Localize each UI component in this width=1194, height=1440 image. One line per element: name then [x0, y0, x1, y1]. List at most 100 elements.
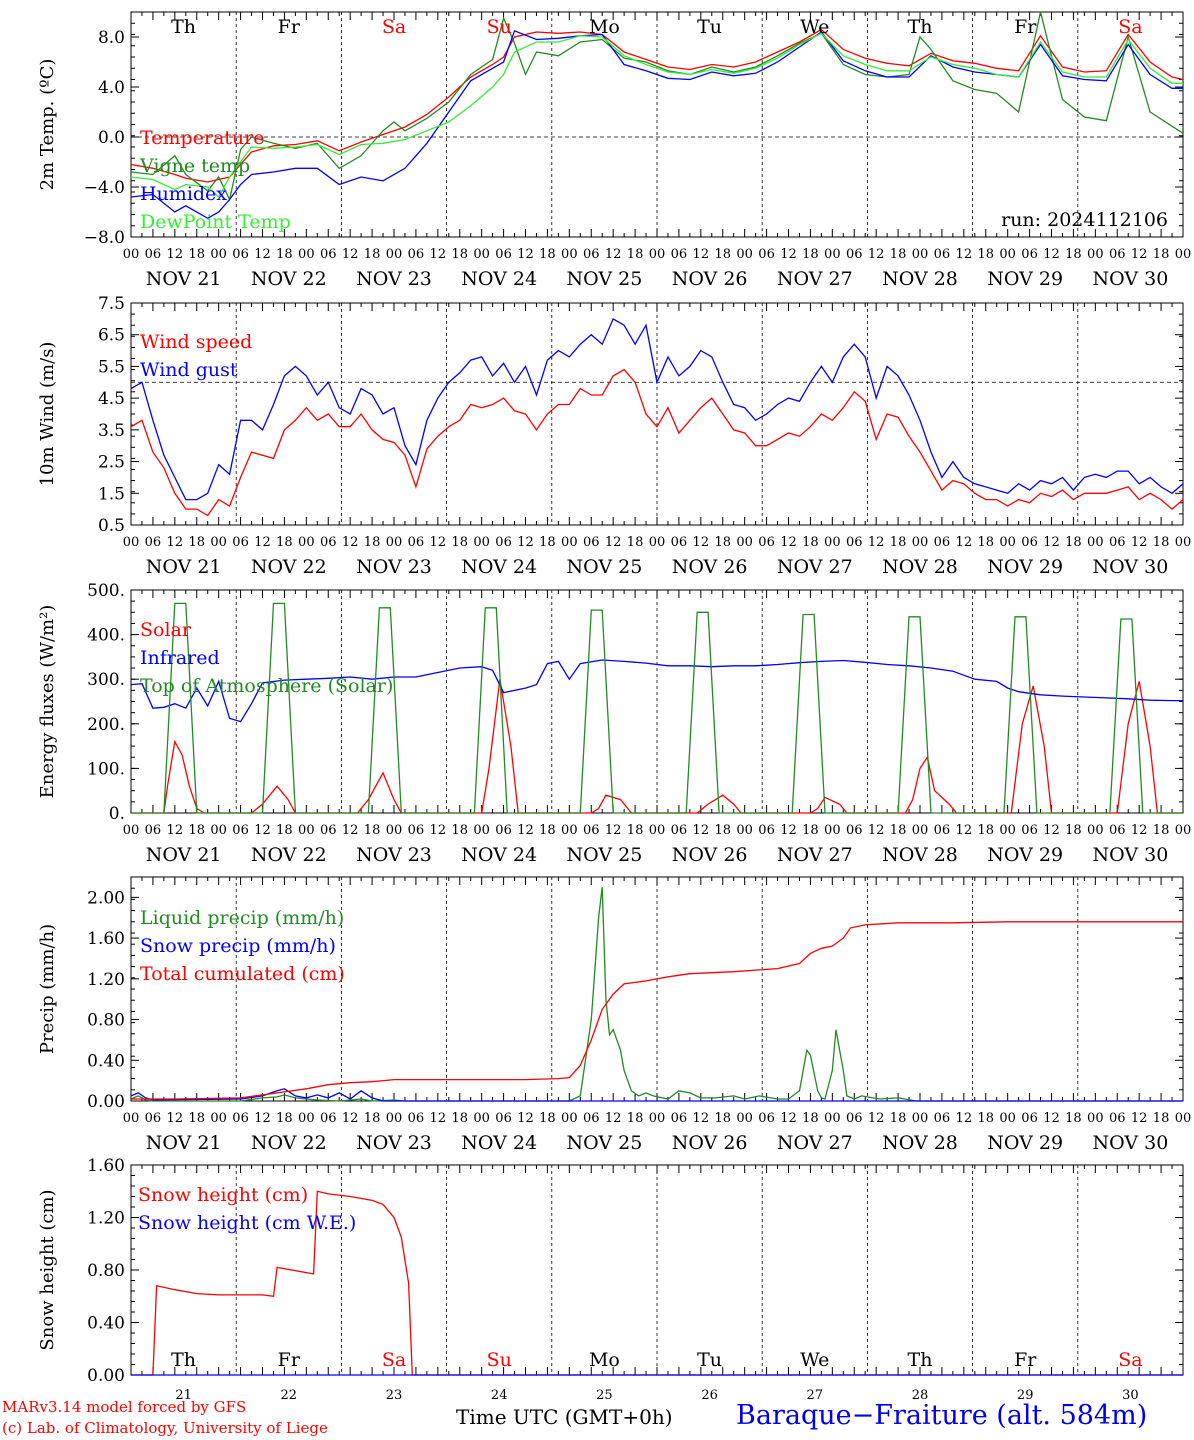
panel2-hour-label: 12 [693, 535, 710, 550]
panel3-hour-label: 12 [693, 823, 710, 838]
panel4-hour-label: 12 [254, 1111, 271, 1126]
panel1-hour-label: 00 [298, 247, 315, 262]
panel4-hour-label: 12 [1131, 1111, 1148, 1126]
panel1-hour-label: 12 [956, 247, 973, 262]
day-of-week-label: We [800, 16, 829, 38]
day-of-week-label: Sa [1118, 16, 1142, 38]
panel1-legend-entry: Humidex [140, 183, 227, 205]
panel2-hour-label: 06 [934, 535, 951, 550]
panel4-date-label: NOV 28 [882, 1132, 958, 1154]
panel3-date-label: NOV 27 [777, 844, 853, 866]
day-number-label: 25 [596, 1388, 613, 1403]
panel3-hour-label: 06 [1021, 823, 1038, 838]
panel3-hour-label: 18 [1065, 823, 1082, 838]
panel1-date-label: NOV 25 [566, 268, 642, 290]
panel3-hour-label: 12 [517, 823, 534, 838]
day-number-label: 28 [912, 1388, 929, 1403]
panel3-y-tick-label: 100. [87, 759, 125, 779]
panel1-hour-label: 18 [188, 247, 205, 262]
panel2-date-label: NOV 30 [1092, 556, 1168, 578]
panel2-date-label: NOV 24 [461, 556, 537, 578]
panel4-date-label: NOV 21 [146, 1132, 222, 1154]
panel2-series-wind-speed [130, 368, 1184, 517]
panel1-date-label: NOV 22 [251, 268, 327, 290]
panel1-hour-label: 12 [1043, 247, 1060, 262]
panel3-hour-label: 18 [1153, 823, 1170, 838]
panel1-y-tick-label: 4.0 [98, 78, 125, 98]
panel4-hour-label: 06 [1109, 1111, 1126, 1126]
day-of-week-label: Th [171, 16, 196, 38]
panel2-hour-label: 00 [1175, 535, 1192, 550]
panel1-date-label: NOV 24 [461, 268, 537, 290]
panel2-hour-label: 12 [517, 535, 534, 550]
panel2-hour-label: 06 [232, 535, 249, 550]
panel2-hour-label: 00 [561, 535, 578, 550]
panel4-hour-label: 18 [627, 1111, 644, 1126]
panel5-y-tick-label: 0.00 [87, 1366, 125, 1386]
panel3-hour-label: 12 [254, 823, 271, 838]
panel4-hour-label: 00 [912, 1111, 929, 1126]
panel2-series-wind-gust [130, 317, 1184, 501]
panel1-date-label: NOV 21 [146, 268, 222, 290]
panel1-frame [130, 11, 1184, 238]
panel4-hour-label: 18 [802, 1111, 819, 1126]
day-of-week-label: Fr [278, 16, 301, 38]
panel2-hour-label: 06 [846, 535, 863, 550]
panel3-y-tick-label: 400. [87, 626, 125, 646]
panel4-hour-label: 18 [977, 1111, 994, 1126]
day-of-week-label: Tu [697, 16, 722, 38]
day-of-week-label: Mo [589, 16, 620, 38]
panel3-hour-label: 00 [298, 823, 315, 838]
panel4-hour-label: 18 [1153, 1111, 1170, 1126]
panel3-hour-label: 00 [1175, 823, 1192, 838]
panel5-legend-entry: Snow height (cm) [138, 1184, 308, 1206]
panel2-y-tick-label: 5.5 [98, 357, 125, 377]
panel3-hour-label: 00 [736, 823, 753, 838]
panel2-hour-label: 12 [430, 535, 447, 550]
panel4-hour-label: 06 [934, 1111, 951, 1126]
panel1-date-label: NOV 27 [777, 268, 853, 290]
day-of-week-label: Fr [1014, 16, 1037, 38]
panel3-hour-label: 06 [846, 823, 863, 838]
panel1-hour-label: 18 [714, 247, 731, 262]
panel2-hour-label: 12 [780, 535, 797, 550]
panel1-hour-label: 18 [977, 247, 994, 262]
panel3-hour-label: 00 [649, 823, 666, 838]
panel2-y-tick-label: 6.5 [98, 326, 125, 346]
panel4-hour-label: 18 [364, 1111, 381, 1126]
panel4-hour-label: 12 [1043, 1111, 1060, 1126]
panel4-date-label: NOV 30 [1092, 1132, 1168, 1154]
panel2-hour-label: 18 [364, 535, 381, 550]
panel3-hour-label: 06 [934, 823, 951, 838]
panel1-hour-label: 00 [561, 247, 578, 262]
panel1-hour-label: 06 [232, 247, 249, 262]
panel2-y-tick-label: 3.5 [98, 421, 125, 441]
day-of-week-label: Fr [278, 1349, 301, 1371]
panel3-hour-label: 06 [145, 823, 162, 838]
panel4-date-label: NOV 25 [566, 1132, 642, 1154]
panel1-series-humidex [130, 29, 1183, 220]
panel4-hour-label: 00 [123, 1111, 140, 1126]
panel3-series-top-of-atmosphere-solar [131, 602, 1183, 814]
panel2-hour-label: 06 [1109, 535, 1126, 550]
panel3-y-tick-label: 0. [109, 804, 125, 824]
panel1-hour-label: 12 [430, 247, 447, 262]
panel4-hour-label: 00 [298, 1111, 315, 1126]
panel2-y-tick-label: 0.5 [98, 516, 125, 536]
panel3-hour-label: 12 [342, 823, 359, 838]
panel4-hour-label: 18 [714, 1111, 731, 1126]
panel2-y-tick-label: 7.5 [98, 294, 125, 314]
panel4-hour-label: 06 [583, 1111, 600, 1126]
panel2-y-tick-label: 4.5 [98, 389, 125, 409]
panel2-date-label: NOV 27 [777, 556, 853, 578]
panel4-hour-label: 06 [758, 1111, 775, 1126]
panel3-hour-label: 06 [758, 823, 775, 838]
panel1-hour-label: 00 [473, 247, 490, 262]
panel4-y-tick-label: 1.60 [87, 929, 125, 949]
panel1-hour-label: 18 [1065, 247, 1082, 262]
panel4-hour-label: 00 [386, 1111, 403, 1126]
panel3-date-label: NOV 28 [882, 844, 958, 866]
panel2-hour-label: 06 [1021, 535, 1038, 550]
panel2-hour-label: 00 [649, 535, 666, 550]
panel5-legend-entry: Snow height (cm W.E.) [138, 1212, 356, 1234]
